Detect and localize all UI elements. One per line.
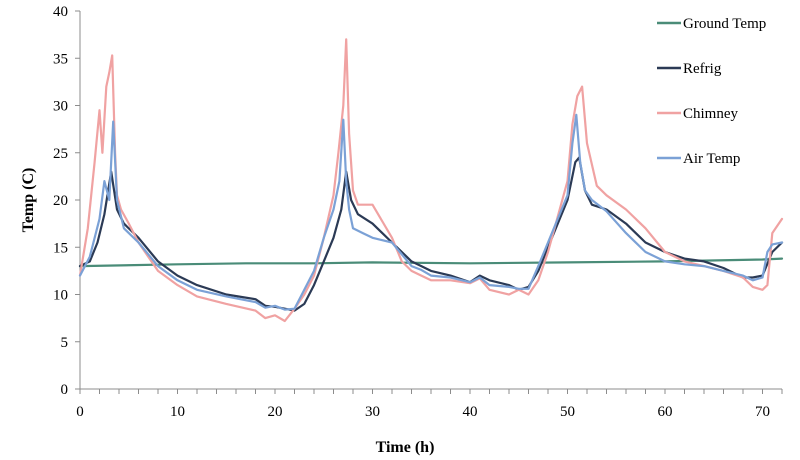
y-axis-label: Temp (C) (20, 168, 37, 233)
x-tick-label: 20 (268, 404, 283, 420)
x-tick-label: 50 (560, 404, 575, 420)
y-tick-label: 10 (53, 288, 68, 304)
y-tick-label: 15 (53, 240, 68, 256)
legend-label-ground-temp: Ground Temp (683, 16, 766, 32)
legend-label-refrig: Refrig (683, 61, 722, 77)
chart-series-lines (78, 38, 784, 323)
series-line-ground-temp (78, 257, 784, 268)
y-tick-label: 25 (53, 146, 68, 162)
chart-legend: Ground Temp Refrig Chimney Air Temp (657, 16, 766, 167)
y-tick-label: 30 (53, 99, 68, 115)
x-tick-label: 60 (658, 404, 673, 420)
y-tick-label: 40 (53, 4, 68, 20)
y-tick-label: 20 (53, 193, 68, 209)
y-tick-label: 35 (53, 51, 68, 67)
x-tick-label: 30 (365, 404, 380, 420)
series-line-air-temp (78, 113, 784, 311)
legend-label-air-temp: Air Temp (683, 151, 740, 167)
series-line-refrig (78, 156, 784, 312)
series-line-chimney (78, 38, 784, 323)
y-tick-label: 5 (61, 335, 69, 351)
chart-axes: 0 5 10 15 20 25 30 35 40 0 10 20 30 40 50 60 70 (53, 4, 783, 420)
x-tick-label: 0 (76, 404, 84, 420)
x-tick-label: 70 (755, 404, 770, 420)
y-tick-label: 0 (61, 382, 69, 398)
x-axis-label: Time (h) (376, 439, 435, 456)
x-tick-label: 10 (170, 404, 185, 420)
legend-label-chimney: Chimney (683, 106, 738, 122)
x-tick-label: 40 (463, 404, 478, 420)
